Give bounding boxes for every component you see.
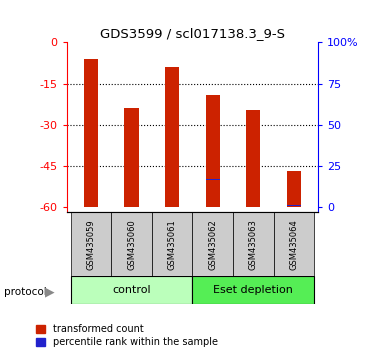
Text: control: control (112, 285, 151, 295)
FancyBboxPatch shape (192, 276, 314, 304)
FancyBboxPatch shape (111, 212, 152, 276)
FancyBboxPatch shape (192, 212, 233, 276)
Bar (84, 152, 98, 207)
Bar (246, 193, 260, 207)
Bar (206, 179, 220, 207)
Bar (165, 67, 179, 160)
Bar (287, 171, 301, 205)
Text: GSM435061: GSM435061 (168, 219, 176, 270)
Bar (124, 199, 139, 207)
Legend: transformed count, percentile rank within the sample: transformed count, percentile rank withi… (34, 322, 220, 349)
Text: Eset depletion: Eset depletion (213, 285, 293, 295)
Text: GSM435059: GSM435059 (87, 219, 95, 270)
Bar (165, 160, 179, 207)
Bar (287, 206, 301, 207)
Text: protocol: protocol (4, 287, 47, 297)
Bar (246, 110, 260, 193)
Text: GSM435064: GSM435064 (289, 219, 298, 270)
Text: GSM435060: GSM435060 (127, 219, 136, 270)
Text: ▶: ▶ (45, 286, 55, 298)
Bar (84, 59, 98, 152)
FancyBboxPatch shape (71, 212, 111, 276)
Bar (124, 108, 139, 199)
Text: GSM435063: GSM435063 (249, 219, 258, 270)
FancyBboxPatch shape (152, 212, 192, 276)
Text: GSM435062: GSM435062 (208, 219, 217, 270)
FancyBboxPatch shape (273, 212, 314, 276)
FancyBboxPatch shape (233, 212, 273, 276)
Bar (206, 95, 220, 179)
FancyBboxPatch shape (71, 276, 192, 304)
Text: GDS3599 / scl017138.3_9-S: GDS3599 / scl017138.3_9-S (100, 27, 285, 40)
